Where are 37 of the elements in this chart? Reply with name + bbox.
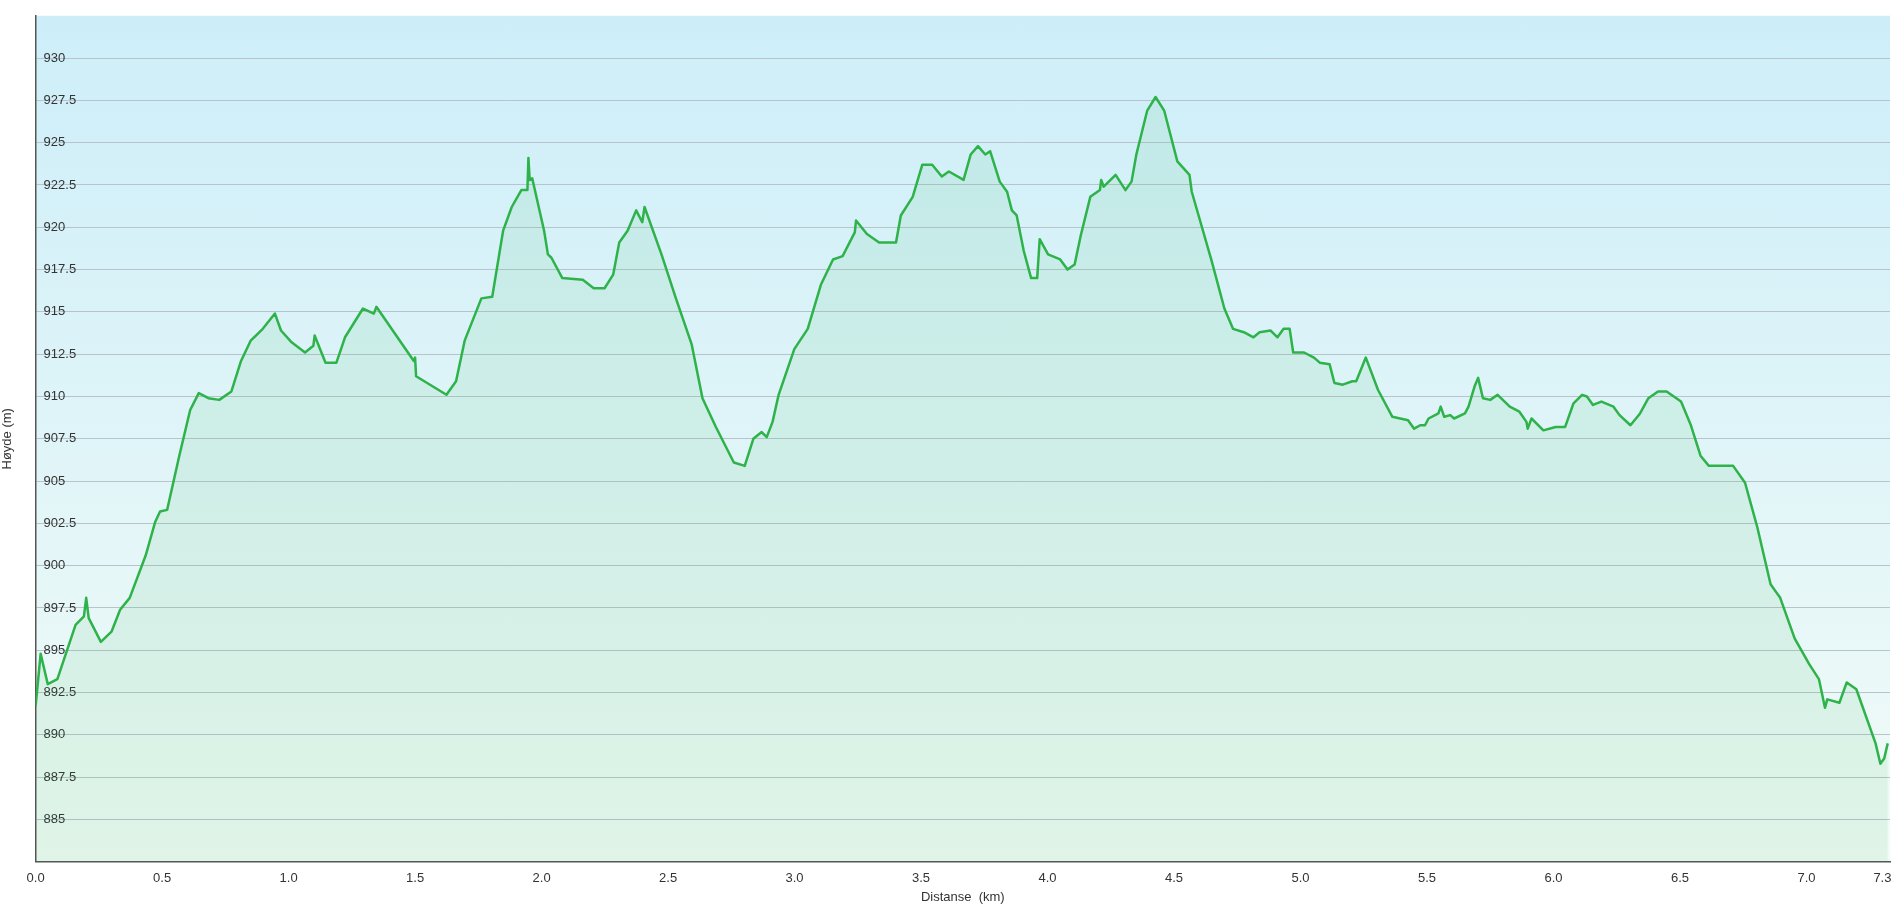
x-tick-label: 6.0	[1544, 870, 1563, 886]
y-tick-label: 905	[43, 472, 66, 488]
y-tick-label: 887.5	[43, 768, 77, 784]
x-tick-label: 1.5	[406, 870, 425, 886]
x-tick-label: 5.0	[1291, 870, 1310, 886]
y-tick-label: 917.5	[43, 261, 77, 277]
x-tick-label: 3.0	[785, 870, 804, 886]
y-axis-title: Høyde (m)	[0, 408, 15, 470]
x-tick-label: 2.0	[532, 870, 551, 886]
x-tick-label: 3.5	[912, 870, 931, 886]
x-axis-title: Distanse (km)	[920, 888, 1005, 904]
y-tick-label: 885	[43, 811, 66, 827]
x-tick-label: 2.5	[659, 870, 678, 886]
y-tick-label: 910	[43, 388, 66, 404]
y-tick-label: 892.5	[43, 684, 77, 700]
y-tick-label: 890	[43, 726, 66, 742]
x-tick-label: 4.5	[1165, 870, 1184, 886]
y-tick-label: 897.5	[43, 599, 77, 615]
x-tick-label: 1.0	[279, 870, 298, 886]
y-tick-label: 927.5	[43, 91, 77, 107]
x-tick-label: 0.5	[153, 870, 172, 886]
y-tick-label: 925	[43, 134, 66, 150]
x-tick-label: 4.0	[1038, 870, 1057, 886]
y-tick-label: 930	[43, 49, 66, 65]
y-tick-label: 902.5	[43, 514, 77, 530]
x-tick-label: 0.0	[26, 870, 45, 886]
y-tick-label: 912.5	[43, 345, 77, 361]
x-tick-label: 5.5	[1417, 870, 1437, 886]
y-tick-label: 895	[43, 641, 66, 657]
y-tick-label: 922.5	[43, 176, 77, 192]
x-tick-label: 6.5	[1670, 870, 1690, 886]
x-tick-label: 7.0	[1797, 870, 1816, 886]
y-tick-label: 907.5	[43, 430, 77, 446]
y-tick-label: 920	[43, 218, 66, 234]
y-tick-label: 900	[43, 557, 66, 573]
x-tick-label: 7.3	[1873, 870, 1892, 886]
y-tick-label: 915	[43, 303, 66, 319]
